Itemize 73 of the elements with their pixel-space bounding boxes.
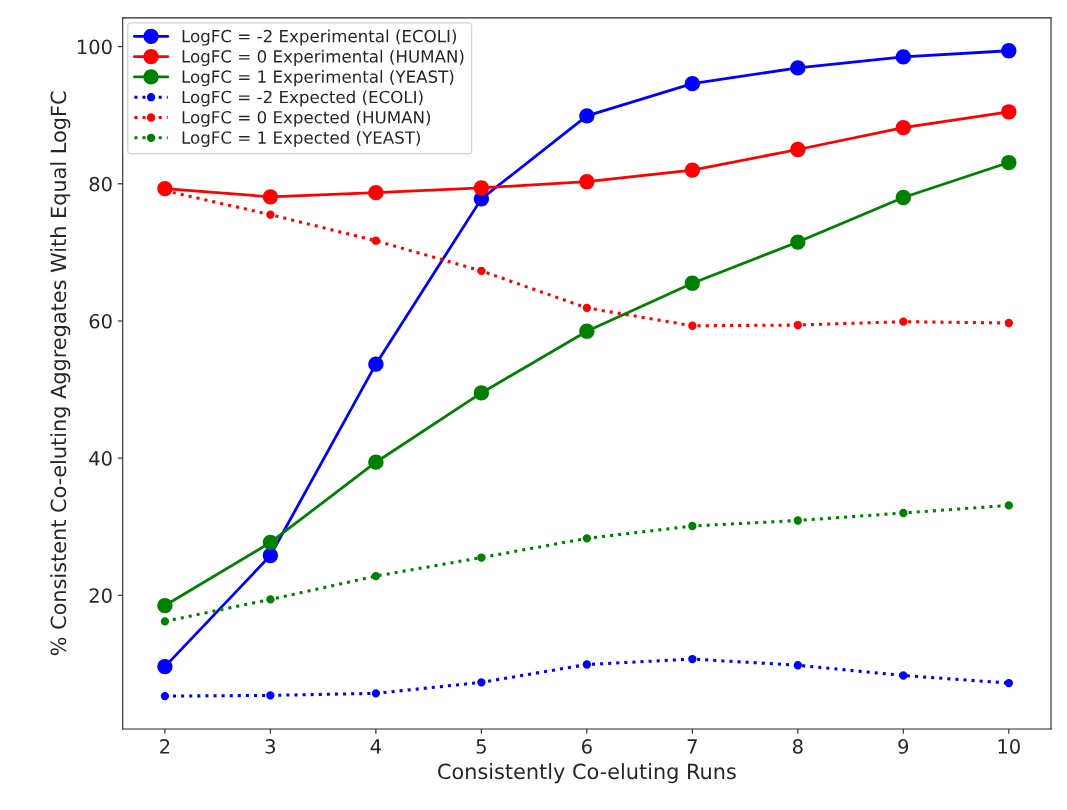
x-tick-label: 8 (792, 739, 803, 754)
point (368, 454, 384, 470)
point (262, 534, 279, 551)
point (899, 671, 908, 680)
point (793, 516, 802, 525)
point (477, 266, 486, 276)
point (582, 534, 592, 543)
point (684, 275, 700, 291)
point (262, 547, 279, 564)
point (1004, 678, 1013, 688)
x-tick-label: 10 (998, 739, 1020, 754)
legend-label: LogFC = -2 Expected (ECOLI) (182, 90, 423, 107)
legend-label: LogFC = -2 Experimental (ECOLI) (182, 29, 457, 46)
point (262, 189, 279, 205)
point (793, 661, 802, 670)
point (1001, 154, 1017, 171)
x-tick-label: 5 (476, 739, 486, 754)
point (688, 654, 697, 664)
point (790, 141, 806, 158)
point (157, 658, 173, 675)
point (157, 597, 173, 614)
point (368, 185, 384, 201)
point (899, 508, 908, 518)
point (266, 210, 275, 219)
point (790, 60, 806, 76)
x-tick-label: 3 (265, 739, 276, 754)
y-tick-label: 60 (89, 313, 112, 329)
point (1001, 104, 1017, 120)
point (582, 303, 592, 313)
x-tick-label: 6 (582, 739, 592, 754)
x-axis-title: Consistently Co-eluting Runs (438, 763, 736, 784)
y-tick-label: 80 (89, 176, 112, 192)
point (477, 553, 486, 562)
point (688, 321, 697, 330)
y-tick-label: 100 (78, 39, 112, 55)
y-axis-title: % Consistent Co-eluting Aggregates With Equal LogFC (50, 91, 71, 656)
point (371, 236, 381, 245)
point (895, 49, 911, 65)
point (1004, 318, 1013, 328)
legend-label: LogFC = 0 Expected (HUMAN) (182, 110, 431, 127)
x-tick-label: 9 (898, 739, 909, 754)
point (266, 595, 275, 604)
x-tick-label: 4 (370, 739, 381, 754)
point (895, 119, 911, 136)
point (1004, 501, 1013, 510)
point (477, 678, 486, 687)
legend-label: LogFC = 1 Expected (YEAST) (182, 130, 420, 148)
x-tick-label: 7 (687, 739, 697, 754)
legend-label: LogFC = 1 Experimental (YEAST) (182, 70, 454, 87)
point (1001, 43, 1017, 59)
point (579, 174, 595, 190)
x-tick-label: 2 (160, 739, 170, 754)
point (793, 320, 802, 330)
point (582, 660, 592, 669)
point (368, 356, 384, 372)
y-tick-label: 40 (89, 451, 112, 466)
y-tick-label: 20 (89, 588, 112, 603)
point (688, 521, 697, 531)
point (160, 691, 170, 701)
point (579, 108, 595, 124)
point (684, 76, 700, 92)
point (266, 691, 275, 700)
point (160, 617, 170, 626)
point (579, 323, 595, 339)
point (895, 189, 911, 206)
point (371, 571, 381, 581)
point (473, 385, 489, 401)
point (899, 317, 908, 326)
point (790, 234, 806, 250)
legend-label: LogFC = 0 Experimental (HUMAN) (182, 49, 464, 66)
point (473, 180, 489, 196)
point (371, 689, 381, 698)
point (684, 162, 700, 178)
